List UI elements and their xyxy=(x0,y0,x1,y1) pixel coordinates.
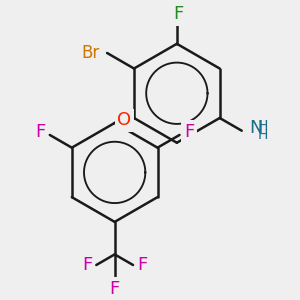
Text: H: H xyxy=(257,128,268,142)
Text: N: N xyxy=(249,119,262,137)
Text: F: F xyxy=(82,256,92,274)
Text: H: H xyxy=(257,119,268,134)
Text: F: F xyxy=(184,123,194,141)
Text: F: F xyxy=(173,5,183,23)
Text: F: F xyxy=(35,123,46,141)
Text: Br: Br xyxy=(82,44,100,62)
Text: F: F xyxy=(110,280,120,298)
Text: O: O xyxy=(117,112,131,130)
Text: F: F xyxy=(137,256,148,274)
